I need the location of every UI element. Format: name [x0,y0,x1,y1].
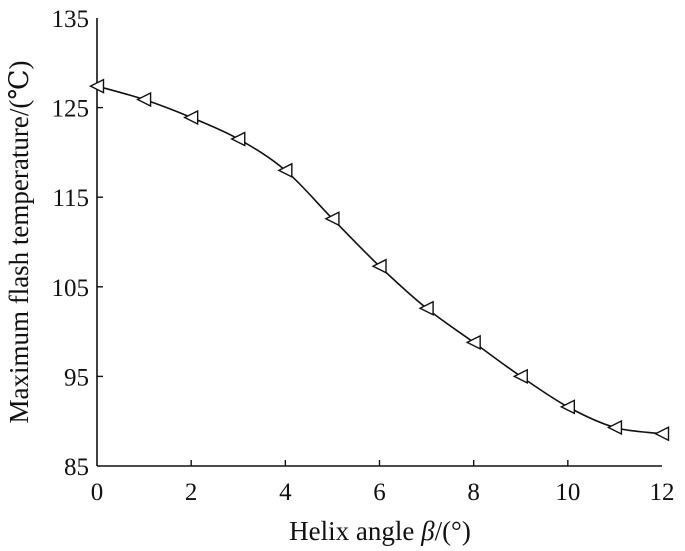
data-point-marker [324,211,340,227]
data-point-marker [371,258,387,274]
data-point-marker [653,426,670,442]
axes [96,18,662,467]
data-point-marker [606,419,623,436]
x-tick-label: 8 [467,479,480,506]
data-point-marker [230,131,246,147]
data-point-marker [559,399,576,415]
x-axis-title-unit: /(°) [435,516,471,546]
y-tick-label: 85 [64,454,89,481]
x-tick-label: 10 [555,479,580,506]
x-tick-label: 4 [279,479,292,506]
x-axis-title-symbol: β [420,516,435,546]
data-point-marker [418,300,434,316]
y-axis-title: Maximum flash temperature/(℃) [4,60,34,423]
y-tick-label: 135 [52,6,90,33]
tick-labels: 0 2 4 6 8 10 12 85 95 105 115 125 135 [52,6,675,506]
data-curve [96,85,663,435]
data-point-marker [88,78,105,94]
x-tick-label: 0 [91,479,104,506]
y-tick-label: 95 [64,364,89,391]
data-point-marker [512,368,528,385]
data-point-marker [183,109,199,126]
x-axis-title-main: Helix angle [289,516,421,546]
y-tick-label: 115 [52,185,89,212]
data-markers [88,78,670,442]
x-tick-label: 6 [373,479,386,506]
x-tick-label: 2 [185,479,198,506]
y-tick-label: 125 [52,96,90,123]
x-axis-title: Helix angle β/(°) [289,516,471,546]
y-tick-label: 105 [52,275,90,302]
data-point-marker [277,162,293,178]
series-line [96,85,663,435]
x-tick-label: 12 [650,479,675,506]
data-point-marker [465,334,481,350]
data-point-marker [136,91,152,108]
